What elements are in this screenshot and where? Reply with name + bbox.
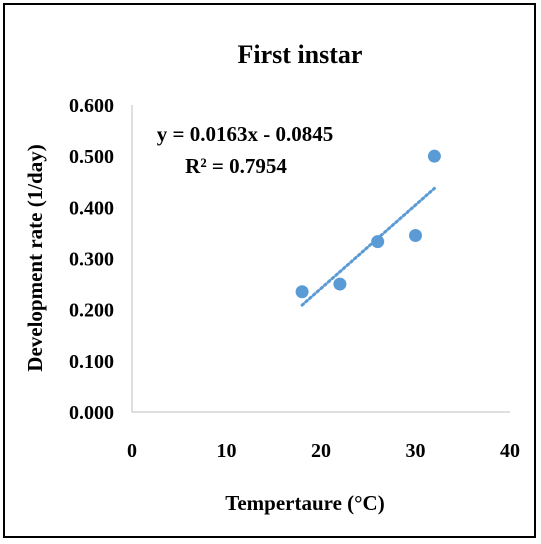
- data-point: [409, 228, 422, 242]
- x-tick-label: 30: [406, 440, 426, 462]
- data-point: [295, 285, 309, 299]
- data-point: [371, 235, 385, 249]
- trendline-r-squared: R² = 0.7954: [185, 154, 287, 178]
- data-point: [427, 149, 441, 163]
- y-tick-label: 0.500: [69, 146, 114, 168]
- y-tick-label: 0.600: [69, 95, 114, 117]
- x-tick-label: 10: [217, 440, 237, 462]
- chart-frame: [3, 3, 536, 538]
- y-tick-label: 0.300: [69, 249, 114, 271]
- y-tick-label: 0.400: [69, 197, 114, 219]
- x-tick-label: 40: [500, 440, 520, 462]
- trendline: [300, 186, 436, 307]
- y-tick-label: 0.200: [69, 300, 114, 322]
- trendline-equation: y = 0.0163x - 0.0845: [157, 122, 333, 146]
- y-tick-label: 0.100: [69, 351, 114, 373]
- x-axis-label: Tempertaure (°C): [225, 491, 384, 515]
- y-axis-label: Development rate (1/day): [23, 144, 47, 371]
- y-tick-label: 0.000: [69, 402, 114, 424]
- x-tick-label: 20: [311, 440, 331, 462]
- x-tick-label: 0: [127, 440, 137, 462]
- chart-title: First instar: [238, 40, 363, 69]
- data-point: [333, 277, 347, 291]
